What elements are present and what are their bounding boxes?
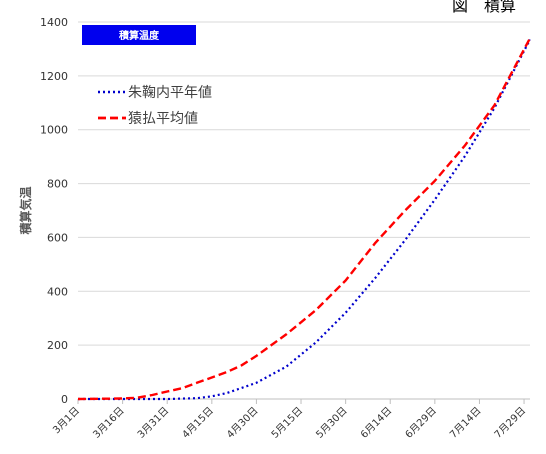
y-tick-label: 200 xyxy=(47,339,68,352)
x-tick-label: 6月14日 xyxy=(358,405,394,441)
x-tick-label: 7月29日 xyxy=(492,405,528,441)
series-line-1 xyxy=(78,38,531,401)
series-line-2 xyxy=(77,37,532,401)
title-background xyxy=(82,25,196,45)
x-tick-label: 7月14日 xyxy=(447,405,483,441)
y-tick-label: 0 xyxy=(61,393,68,406)
x-tick-label: 3月16日 xyxy=(91,405,127,441)
x-tick-label: 4月15日 xyxy=(180,405,216,441)
x-tick-label: 6月29日 xyxy=(403,405,439,441)
y-axis-label: 積算気温 xyxy=(18,186,33,235)
legend-label-2: 猿払平均値 xyxy=(128,111,198,127)
x-tick-label: 3月1日 xyxy=(50,405,82,437)
x-tick-label: 5月30日 xyxy=(314,405,350,441)
y-tick-label: 1400 xyxy=(40,16,68,29)
y-tick-label: 400 xyxy=(47,285,68,298)
x-tick-label: 4月30日 xyxy=(224,405,260,441)
figure-label: 図 積算 xyxy=(452,0,517,15)
legend-label-1: 朱鞠内平年値 xyxy=(128,85,212,101)
y-tick-label: 1000 xyxy=(40,124,68,137)
y-tick-label: 600 xyxy=(47,231,68,244)
x-tick-label: 5月15日 xyxy=(269,405,305,441)
y-tick-label: 800 xyxy=(47,178,68,191)
y-tick-label: 1200 xyxy=(40,70,68,83)
x-tick-label: 3月31日 xyxy=(135,405,171,441)
chart-title: 積算温度 xyxy=(118,29,160,42)
